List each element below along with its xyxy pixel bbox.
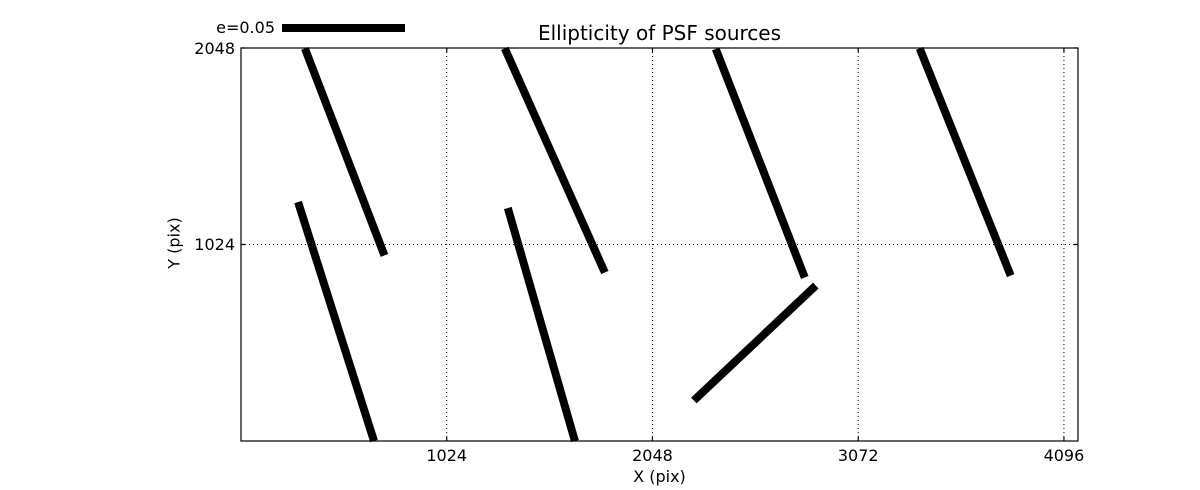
plot-border — [240, 47, 1079, 442]
x-tick-label: 2048 — [632, 446, 673, 465]
legend-label: e=0.05 — [216, 18, 275, 37]
ellipticity-segment — [294, 200, 378, 443]
ellipticity-segment — [915, 46, 1015, 278]
ellipticity-segment — [501, 46, 609, 275]
ellipticity-segment — [503, 206, 579, 443]
chart-title: Ellipticity of PSF sources — [537, 21, 782, 45]
y-tick-label: 2048 — [194, 38, 235, 58]
ellipticity-segment — [712, 47, 809, 279]
ellipticity-segment — [301, 46, 389, 257]
x-tick-label: 4096 — [1043, 446, 1085, 465]
x-tick-label: 3072 — [837, 446, 879, 465]
legend-scale-bar — [282, 24, 405, 32]
ellipticity-segment — [691, 282, 819, 404]
x-axis-label: X (pix) — [633, 467, 686, 486]
y-tick-label: 1024 — [194, 235, 235, 254]
x-tick-label: 1024 — [426, 446, 468, 465]
